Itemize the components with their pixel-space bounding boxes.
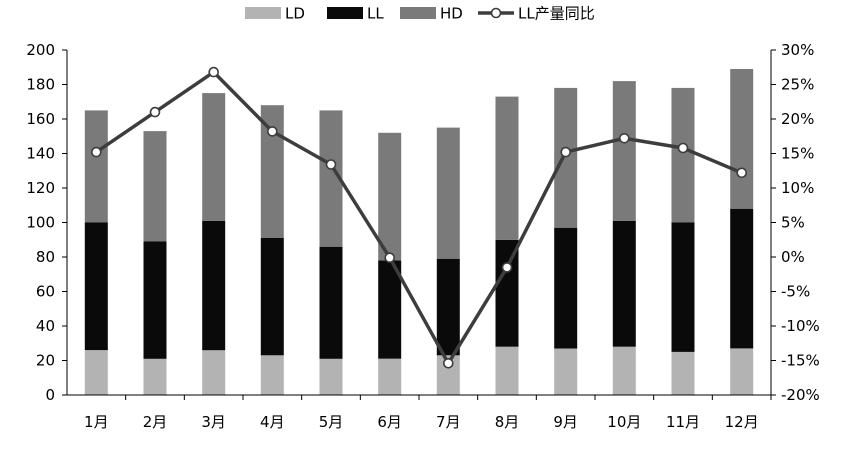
line-layer: [91, 66, 748, 369]
bar-hd-5: [319, 110, 343, 247]
bar-ld-4: [260, 355, 284, 395]
y2-tick-label: -5%: [781, 283, 810, 301]
x-tick-label: 3月: [201, 413, 226, 431]
line-point-8: [501, 262, 513, 273]
line-point-2: [149, 106, 161, 118]
bar-ll-6: [378, 260, 402, 359]
bar-ld-5: [319, 358, 343, 395]
bar-hd-2: [143, 131, 167, 242]
bar-hd-12: [730, 69, 754, 209]
bar-ld-11: [671, 351, 695, 395]
x-tick-label: 12月: [725, 413, 759, 431]
axes: [62, 49, 776, 400]
bar-ld-1: [84, 350, 108, 395]
bar-ll-3: [202, 220, 226, 351]
x-tick-label: 4月: [260, 413, 285, 431]
bar-ll-5: [319, 246, 343, 359]
bar-hd-4: [260, 105, 284, 238]
y-tick-label: 40: [36, 317, 55, 335]
bar-ll-11: [671, 222, 695, 352]
x-tick-label: 11月: [666, 413, 700, 431]
y-tick-label: 160: [26, 110, 55, 128]
bar-ll-1: [84, 222, 108, 351]
y2-tick-label: -15%: [781, 352, 820, 370]
line-point-9: [560, 146, 572, 158]
bar-ll-10: [612, 220, 636, 347]
y-tick-label: 0: [45, 386, 55, 404]
x-tick-label: 10月: [607, 413, 641, 431]
legend-swatch-marker: [490, 7, 502, 19]
x-tick-label: 6月: [377, 413, 402, 431]
bar-ld-7: [436, 355, 460, 395]
bar-ld-3: [202, 350, 226, 395]
bar-ld-10: [612, 346, 636, 395]
line-point-5: [325, 159, 337, 170]
bar-ll-8: [495, 239, 519, 347]
y-tick-label: 20: [36, 352, 55, 370]
x-tick-label: 1月: [84, 413, 109, 431]
y2-tick-label: 25%: [781, 76, 814, 94]
x-tick-label: 5月: [319, 413, 344, 431]
x-tick-label: 8月: [495, 413, 520, 431]
bar-ll-4: [260, 238, 284, 356]
bar-group: [84, 69, 754, 395]
y2-tick-label: 5%: [781, 214, 805, 232]
y2-tick-label: -20%: [781, 386, 820, 404]
bar-hd-11: [671, 87, 695, 223]
bar-hd-10: [612, 81, 636, 221]
line-point-4: [266, 126, 278, 137]
bar-hd-9: [554, 87, 578, 228]
y2-tick-label: 15%: [781, 145, 814, 163]
tick-labels: 0 20 40 60 80 100 120 140 160 180 200 -20% -15% -10% -…: [26, 41, 819, 431]
y-tick-label: 60: [36, 283, 55, 301]
legend-swatch-ld: [245, 7, 281, 19]
y-tick-label: 140: [26, 145, 55, 163]
bar-ll-12: [730, 208, 754, 349]
bar-hd-6: [378, 132, 402, 261]
y-tick-label: 100: [26, 214, 55, 232]
bar-ld-6: [378, 358, 402, 395]
bar-hd-1: [84, 110, 108, 223]
bar-hd-3: [202, 93, 226, 221]
y2-tick-label: 20%: [781, 110, 814, 128]
line-point-1: [91, 146, 102, 158]
y2-tick-label: 30%: [781, 41, 814, 59]
line-point-11: [677, 142, 689, 154]
line-point-12: [736, 167, 748, 179]
bar-hd-8: [495, 96, 519, 240]
bar-hd-7: [436, 127, 460, 259]
legend-swatch-hd: [400, 7, 436, 19]
y2-tick-label: -10%: [781, 317, 820, 335]
y-tick-label: 200: [26, 41, 55, 59]
legend-label: HD: [440, 5, 463, 23]
line-point-6: [384, 252, 396, 264]
x-tick-label: 9月: [553, 413, 578, 431]
y-tick-label: 180: [26, 76, 55, 94]
y-tick-label: 120: [26, 179, 55, 197]
x-tick-label: 7月: [436, 413, 461, 431]
legend-label: LD: [285, 5, 305, 23]
y2-tick-label: 10%: [781, 179, 814, 197]
y-tick-label: 80: [36, 248, 55, 266]
legend: LD LL HD LL产量同比: [245, 5, 595, 23]
y2-tick-label: 0%: [781, 248, 805, 266]
line-point-10: [618, 133, 630, 144]
line-point-3: [208, 66, 219, 78]
bar-ld-8: [495, 346, 519, 395]
bar-ll-9: [554, 227, 578, 349]
bar-ld-9: [554, 348, 578, 395]
bar-ld-12: [730, 348, 754, 395]
bar-ll-7: [436, 258, 460, 356]
legend-label: LL产量同比: [518, 5, 595, 23]
bar-ld-2: [143, 358, 167, 395]
legend-swatch-ll: [327, 7, 363, 19]
legend-label: LL: [367, 5, 384, 23]
line-point-7: [442, 357, 454, 369]
series-line-ll-yoy: [95, 70, 743, 366]
bar-ll-2: [143, 241, 167, 359]
x-tick-label: 2月: [143, 413, 168, 431]
